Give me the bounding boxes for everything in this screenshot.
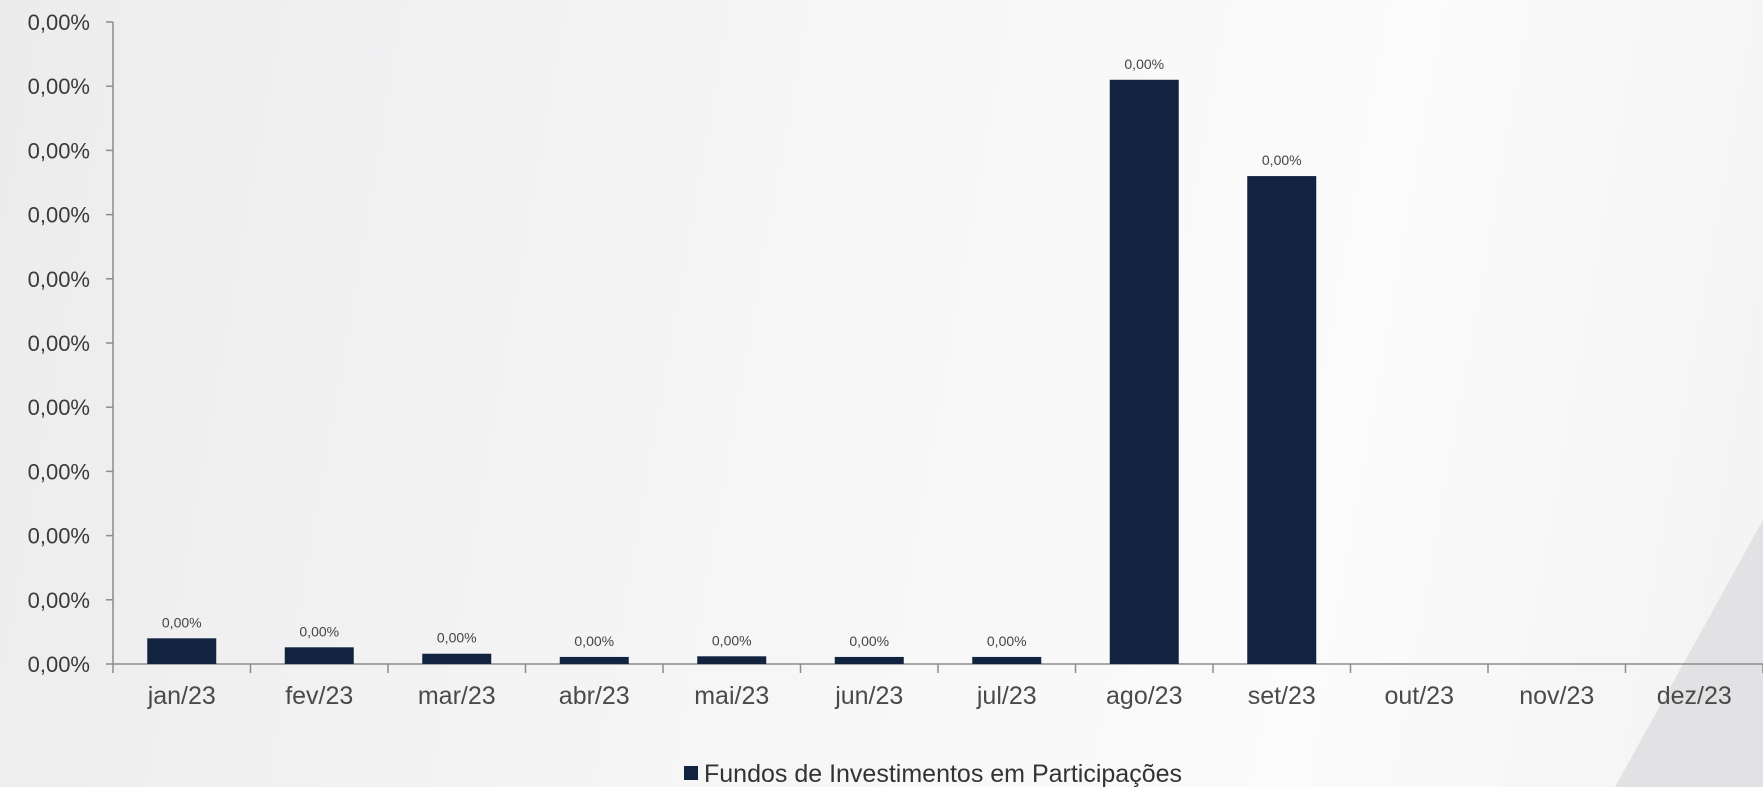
x-tick-label: mai/23 — [694, 682, 769, 710]
bar — [147, 638, 217, 664]
bar — [834, 656, 904, 664]
y-tick-label: 0,00% — [28, 203, 90, 228]
y-tick-label: 0,00% — [28, 138, 90, 163]
bar — [1247, 176, 1317, 664]
y-tick-label: 0,00% — [28, 395, 90, 420]
x-tick-label: set/23 — [1248, 682, 1316, 710]
data-label: 0,00% — [437, 630, 477, 646]
x-tick-label: fev/23 — [285, 682, 353, 710]
data-label: 0,00% — [1262, 152, 1302, 168]
x-tick-label: nov/23 — [1519, 682, 1594, 710]
y-tick-label: 0,00% — [28, 267, 90, 292]
x-axis: jan/23 fev/23 mar/23 abr/23 mai/23 jun/23 jul/… — [112, 663, 1763, 710]
legend-label: Fundos de Investimentos em Participações — [704, 760, 1182, 787]
legend-swatch — [684, 766, 698, 780]
y-tick-label: 0,00% — [28, 331, 90, 356]
x-tick-label: jul/23 — [976, 682, 1037, 710]
decorative-corner-shape — [1615, 520, 1763, 787]
data-label: 0,00% — [1124, 56, 1164, 72]
y-tick-label: 0,00% — [28, 74, 90, 99]
data-label: 0,00% — [299, 623, 339, 639]
x-tick-label: jun/23 — [834, 682, 903, 710]
x-tick-label: out/23 — [1384, 682, 1454, 710]
x-tick-label: jan/23 — [147, 682, 216, 710]
bar — [284, 647, 354, 664]
bar — [697, 656, 767, 664]
x-tick-label: abr/23 — [559, 682, 630, 710]
data-label: 0,00% — [162, 614, 202, 630]
legend: Fundos de Investimentos em Participações — [684, 760, 1182, 787]
y-tick-label: 0,00% — [28, 459, 90, 484]
y-tick-label: 0,00% — [28, 10, 90, 35]
y-tick-label: 0,00% — [28, 524, 90, 549]
x-tick-label: dez/23 — [1657, 682, 1732, 710]
bar-series — [147, 79, 1317, 664]
data-label: 0,00% — [849, 633, 889, 649]
data-label: 0,00% — [574, 633, 614, 649]
bar — [972, 656, 1042, 664]
data-label: 0,00% — [987, 633, 1027, 649]
x-tick-label: ago/23 — [1106, 682, 1182, 710]
data-label: 0,00% — [712, 632, 752, 648]
bar — [559, 656, 629, 664]
y-axis: 0,00% 0,00% 0,00% 0,00% 0,00% 0,00% 0,00% 0,00%… — [28, 10, 114, 677]
bar — [1109, 79, 1179, 664]
x-tick-label: mar/23 — [418, 682, 496, 710]
bar — [422, 653, 492, 664]
y-tick-label: 0,00% — [28, 652, 90, 677]
data-labels: 0,00% 0,00% 0,00% 0,00% 0,00% 0,00% 0,00% 0,00%… — [162, 56, 1302, 649]
y-tick-label: 0,00% — [28, 588, 90, 613]
